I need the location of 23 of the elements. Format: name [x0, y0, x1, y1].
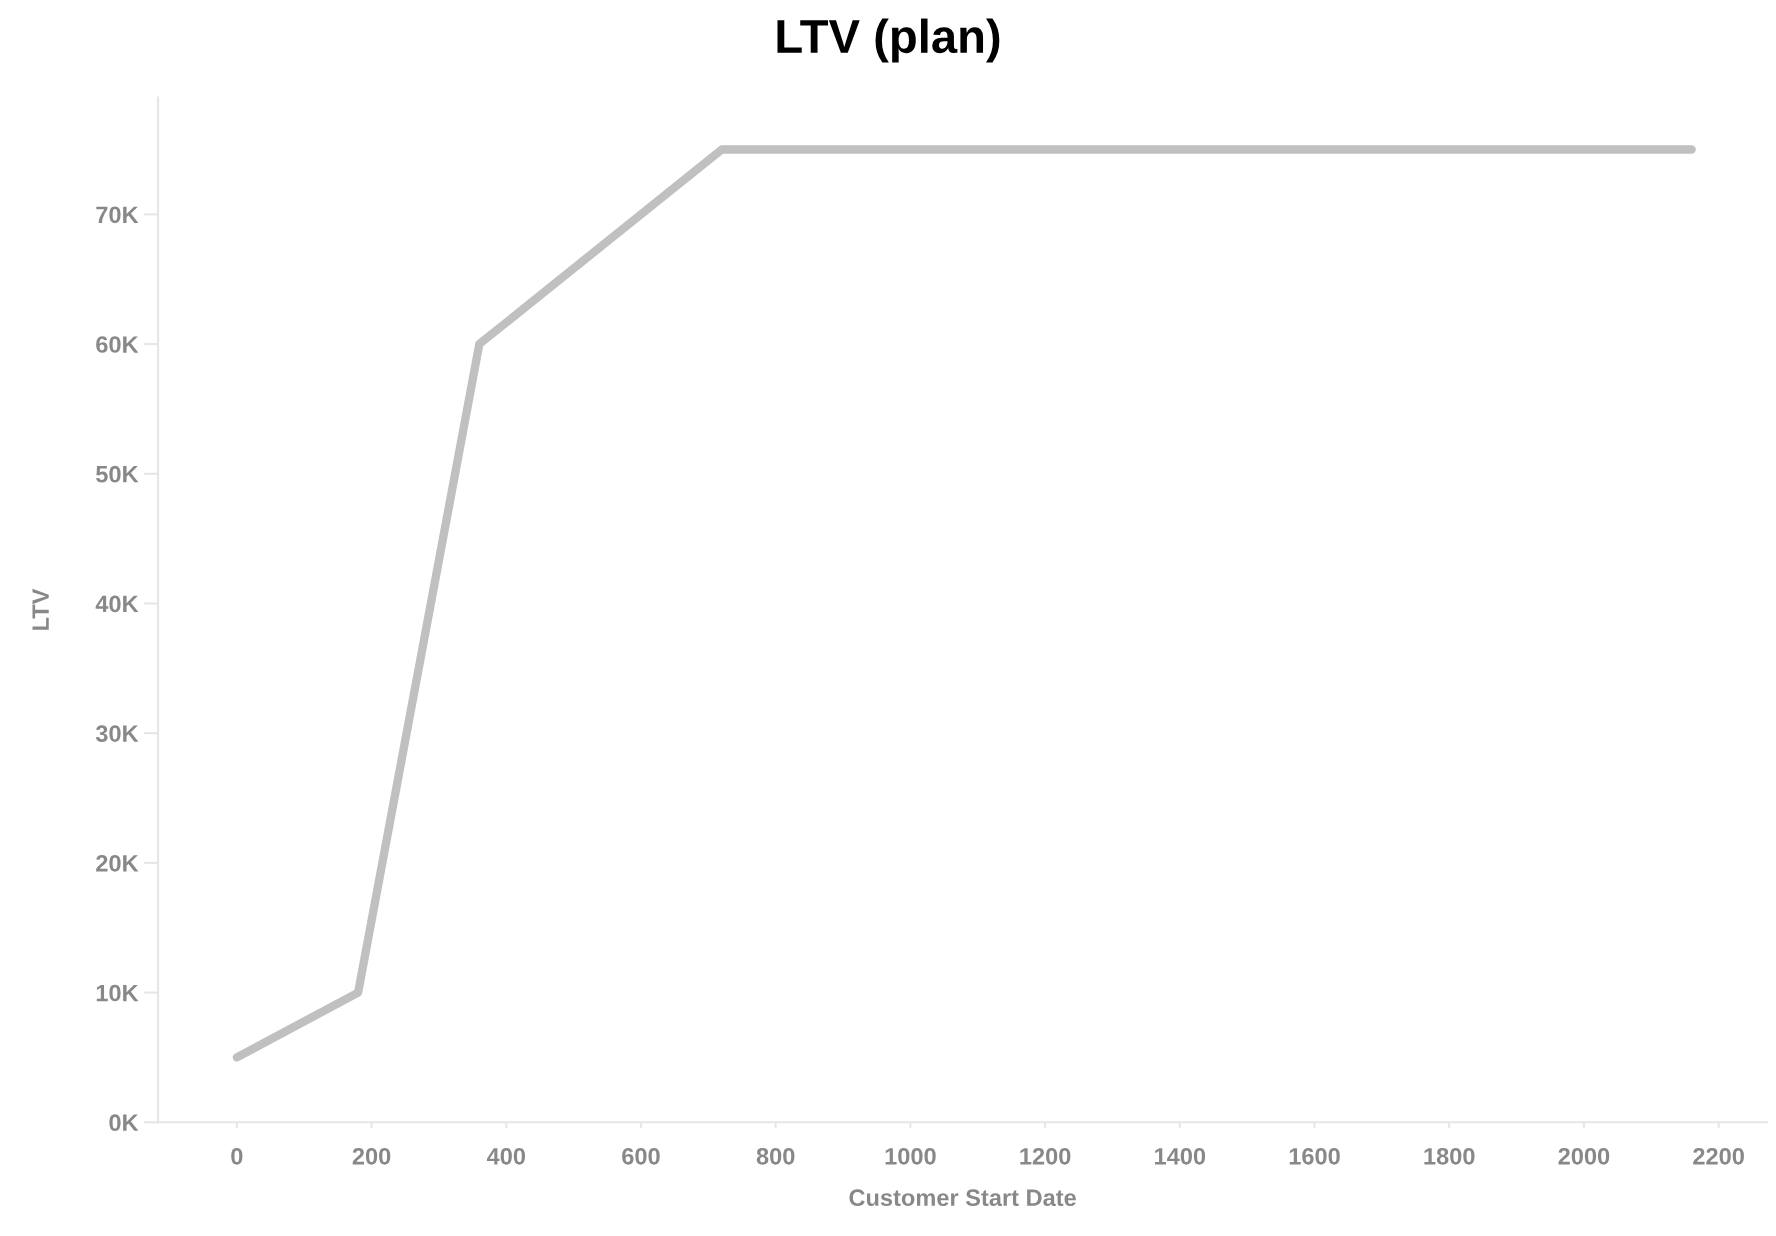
x-tick-label: 1200	[1020, 1147, 1071, 1165]
y-tick-label: 70K	[96, 206, 139, 224]
x-tick-label: 200	[352, 1147, 391, 1165]
y-tick-label: 40K	[95, 595, 139, 613]
x-tick-label: 1400	[1155, 1147, 1206, 1165]
x-tick-label: 2000	[1558, 1147, 1610, 1165]
y-tick-label: 20K	[96, 854, 139, 872]
y-tick-label: 30K	[95, 725, 139, 742]
y-axis-title: LTV	[32, 588, 49, 630]
x-tick-label: 1800	[1424, 1147, 1475, 1165]
y-tick-label: 0K	[109, 1114, 139, 1132]
x-tick-label: 1600	[1289, 1147, 1340, 1165]
x-tick-label: 0	[231, 1147, 243, 1165]
x-tick-label: 2200	[1693, 1147, 1744, 1165]
x-axis-title: Customer Start Date	[849, 1189, 1076, 1207]
chart-title: LTV (plan)	[777, 18, 1000, 63]
y-tick-label: 10K	[96, 984, 139, 1002]
y-tick-label: 60K	[96, 336, 139, 353]
x-tick-label: 800	[756, 1147, 795, 1165]
y-tick-label: 50K	[96, 465, 139, 483]
x-tick-label: 400	[486, 1147, 526, 1165]
x-tick-label: 600	[622, 1147, 660, 1165]
x-tick-label: 1000	[885, 1147, 936, 1165]
